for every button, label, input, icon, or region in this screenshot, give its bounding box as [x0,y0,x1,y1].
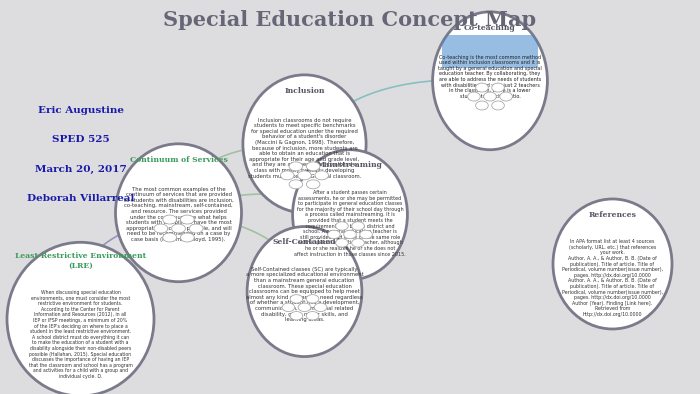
Text: The most common examples of the
continuum of services that are provided
to stude: The most common examples of the continuu… [124,187,233,242]
Text: Inclusion classrooms do not require
students to meet specific benchmarks
for spe: Inclusion classrooms do not require stud… [248,117,361,178]
Ellipse shape [298,171,312,180]
Ellipse shape [172,224,186,233]
Ellipse shape [7,242,154,394]
Ellipse shape [336,222,349,230]
Ellipse shape [306,295,319,303]
Text: SPED 525: SPED 525 [52,136,109,144]
Ellipse shape [553,199,672,329]
Text: Mainstreaming: Mainstreaming [317,161,383,169]
Ellipse shape [116,144,241,282]
Ellipse shape [344,230,356,239]
Ellipse shape [306,312,319,320]
Ellipse shape [307,162,320,171]
Text: March 20, 2017: March 20, 2017 [34,165,127,174]
Ellipse shape [298,303,311,312]
Text: Co-teaching: Co-teaching [464,24,516,32]
Ellipse shape [289,180,302,189]
FancyBboxPatch shape [442,35,538,68]
Ellipse shape [181,233,195,242]
Text: Special Education Concept Map: Special Education Concept Map [163,10,537,30]
Text: Least Restrictive Environment
(LRE): Least Restrictive Environment (LRE) [15,252,146,269]
Ellipse shape [307,180,320,189]
Ellipse shape [351,239,364,247]
Ellipse shape [336,239,349,247]
Ellipse shape [468,92,480,101]
Ellipse shape [328,230,340,239]
Ellipse shape [360,230,372,239]
Text: References: References [589,210,636,219]
Ellipse shape [247,227,362,357]
Ellipse shape [243,75,366,213]
Ellipse shape [475,83,489,92]
Ellipse shape [181,215,195,224]
Text: Deborah Villarreal: Deborah Villarreal [27,195,134,203]
Text: Continuum of Services: Continuum of Services [130,156,228,164]
Text: Co-teaching is the most common method
used within inclusion classrooms and it is: Co-teaching is the most common method us… [438,54,542,99]
Ellipse shape [484,92,496,101]
Ellipse shape [433,12,547,150]
Ellipse shape [314,303,327,312]
Ellipse shape [500,92,512,101]
Ellipse shape [351,222,365,230]
Ellipse shape [189,224,203,233]
Ellipse shape [281,171,294,180]
Ellipse shape [289,162,302,171]
Ellipse shape [154,224,168,233]
Ellipse shape [475,101,489,110]
Ellipse shape [162,215,176,224]
Text: After a student passes certain
assessments, he or she may be permitted
to partic: After a student passes certain assessmen… [294,190,406,256]
Text: Eric Augustine: Eric Augustine [38,106,123,115]
Ellipse shape [290,295,303,303]
Ellipse shape [315,171,328,180]
Text: Self-Contained: Self-Contained [273,238,336,246]
Ellipse shape [162,233,176,242]
Ellipse shape [290,312,303,320]
Text: Self-Contained classes (SC) are typically
a more specialized educational environ: Self-Contained classes (SC) are typicall… [246,267,363,322]
Text: In APA format list at least 4 sources
(scholarly, URL, etc.) that references
you: In APA format list at least 4 sources (s… [562,239,663,317]
Ellipse shape [282,303,295,312]
Text: When discussing special education
environments, one must consider the most
restr: When discussing special education enviro… [29,290,132,379]
Ellipse shape [491,101,504,110]
Ellipse shape [293,150,407,280]
Text: Inclusion: Inclusion [284,87,325,95]
Ellipse shape [491,83,504,92]
